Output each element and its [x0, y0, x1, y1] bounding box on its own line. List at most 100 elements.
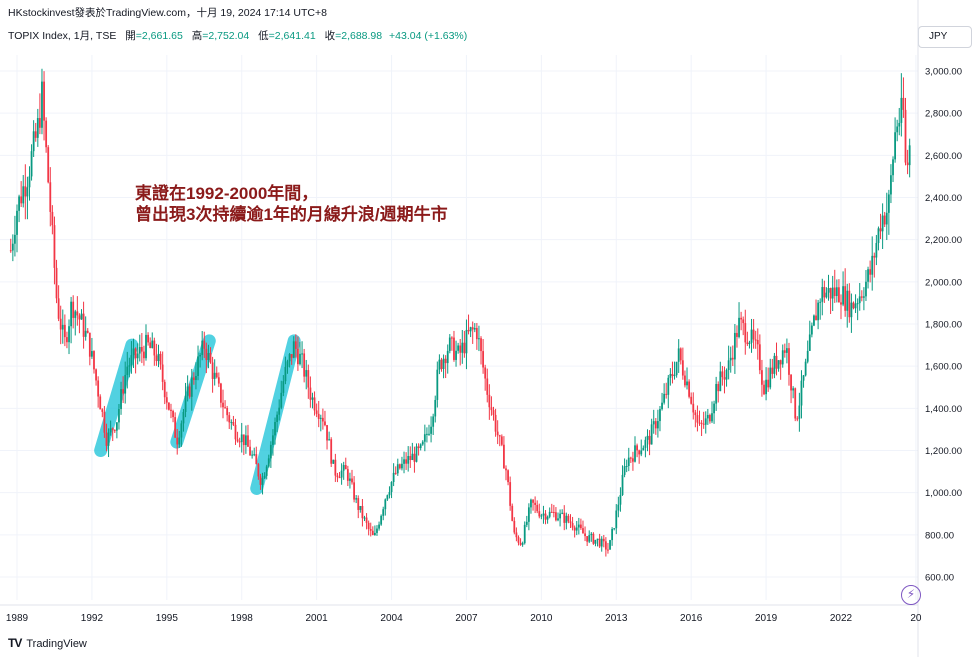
candle-body [95, 369, 97, 381]
candle-body [488, 394, 491, 408]
y-tick-label: 2,600.00 [925, 151, 962, 162]
candle-body [309, 387, 312, 400]
candle-body [810, 325, 813, 335]
x-tick-label: 1989 [6, 613, 29, 624]
candle-body [763, 384, 765, 395]
candle-body [729, 357, 732, 361]
candle-body [482, 351, 485, 368]
candle-body [750, 329, 753, 343]
candle-body [103, 411, 106, 433]
candle-body [197, 356, 199, 376]
candle-body [34, 131, 37, 138]
candle-body [475, 327, 478, 340]
y-tick-label: 2,800.00 [925, 109, 962, 120]
candle-body [688, 381, 691, 397]
candle-body [195, 375, 197, 381]
candle-body [663, 393, 666, 403]
candle-body [538, 511, 541, 517]
candle-body [823, 287, 826, 298]
candle-body [232, 422, 235, 425]
candle-body [292, 341, 295, 358]
candle-body [652, 421, 655, 425]
candle-body [315, 410, 318, 414]
candle-body [101, 409, 104, 412]
candle-body [519, 542, 522, 545]
candle-body [575, 527, 578, 531]
candle-body [594, 539, 597, 544]
candle-body [247, 435, 249, 447]
candle-body [63, 324, 66, 338]
candle-body [813, 315, 815, 326]
candle-body [149, 342, 152, 348]
candle-body [317, 413, 320, 419]
candle-body [632, 458, 634, 462]
candle-body [567, 515, 570, 522]
candle-body [604, 541, 607, 550]
candle-body [761, 370, 763, 385]
candle-body [453, 337, 455, 360]
candle-body [257, 464, 260, 477]
candle-body [621, 474, 624, 495]
candle-body [363, 517, 366, 519]
candle-body [47, 147, 50, 183]
candle-body [220, 383, 222, 403]
candle-body [684, 375, 686, 386]
candles [9, 68, 911, 557]
candle-body [555, 512, 557, 521]
candle-body [28, 176, 31, 188]
candle-body [49, 182, 52, 212]
candle-body [871, 255, 874, 275]
annotation-text: 東證在1992-2000年間， 曾出現3次持續逾1年的月線升浪/週期牛市 [135, 183, 448, 225]
y-tick-label: 1,600.00 [925, 362, 962, 373]
candle-body [852, 302, 855, 309]
x-tick-label: 1995 [156, 613, 179, 624]
candle-body [517, 537, 520, 543]
candle-body [602, 538, 605, 542]
candle-body [396, 464, 399, 474]
candle-body [607, 549, 609, 551]
candle-body [892, 159, 894, 176]
symbol-label[interactable]: TOPIX Index, 1月, TSE [8, 30, 117, 42]
candle-body [36, 118, 39, 138]
candle-body [785, 348, 788, 353]
candle-body [623, 466, 626, 475]
candle-body [815, 315, 817, 321]
candle-body [754, 339, 757, 341]
candle-body [269, 444, 272, 459]
candle-body [638, 450, 641, 455]
tradingview-brand[interactable]: TV TradingView [8, 636, 87, 650]
candle-body [505, 468, 507, 471]
candle-body [873, 255, 876, 258]
candle-body [746, 342, 749, 345]
candle-body [186, 386, 189, 396]
x-tick-label: 2001 [306, 613, 329, 624]
candle-body [733, 332, 736, 360]
candle-body [788, 348, 790, 375]
candle-body [238, 441, 241, 443]
lightning-icon[interactable]: ⚡ [901, 585, 921, 605]
candle-body [228, 415, 231, 423]
candle-body [413, 453, 416, 462]
candle-body [394, 472, 397, 474]
candle-body [486, 378, 489, 395]
candle-body [675, 361, 678, 376]
candle-body [654, 421, 657, 429]
candle-body [32, 131, 35, 152]
candle-body [301, 353, 303, 355]
tradingview-logo-icon: TV [8, 636, 22, 650]
candle-body [415, 446, 418, 462]
candle-body [527, 507, 530, 522]
bull-run-highlight [250, 334, 301, 495]
candle-body [865, 281, 867, 297]
y-tick-label: 1,000.00 [925, 488, 962, 499]
change-value: +43.04 (+1.63%) [389, 30, 468, 42]
candle-body [180, 423, 183, 438]
candle-body [97, 380, 100, 397]
candle-body [484, 367, 487, 379]
candle-body [619, 494, 622, 505]
candle-body [561, 512, 564, 514]
candle-body [170, 409, 172, 411]
candle-body [72, 301, 75, 318]
x-tick-label: 2004 [380, 613, 403, 624]
